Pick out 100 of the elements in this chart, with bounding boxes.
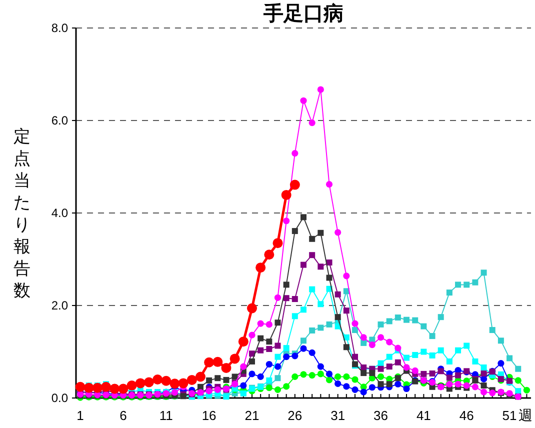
point — [352, 354, 358, 360]
point — [230, 354, 240, 364]
point — [308, 372, 316, 379]
y-tick-label: 4.0 — [51, 206, 68, 220]
point — [292, 373, 298, 380]
point — [438, 347, 444, 354]
point — [377, 373, 384, 380]
point — [84, 382, 94, 393]
chart-title: 手足口病 — [262, 2, 344, 25]
point — [300, 371, 307, 378]
point — [352, 320, 358, 327]
point — [343, 373, 350, 380]
point — [360, 370, 367, 376]
point — [258, 335, 264, 342]
point — [454, 380, 462, 388]
point — [386, 338, 393, 346]
point — [309, 236, 316, 242]
point — [446, 290, 452, 296]
point — [272, 238, 283, 248]
point — [283, 295, 290, 302]
point — [318, 230, 324, 236]
point — [455, 372, 462, 378]
point — [378, 360, 384, 366]
point — [480, 376, 488, 382]
point — [300, 262, 306, 268]
point — [472, 279, 478, 286]
point — [394, 344, 402, 352]
point — [204, 357, 214, 368]
point — [360, 340, 367, 346]
point — [498, 338, 504, 344]
point — [92, 382, 102, 393]
point — [274, 294, 282, 301]
point — [326, 376, 333, 384]
point — [240, 382, 247, 389]
point — [326, 321, 332, 328]
point — [343, 383, 350, 390]
point — [446, 358, 452, 364]
point — [248, 350, 255, 357]
point — [523, 386, 530, 394]
point — [240, 363, 247, 370]
point — [386, 318, 392, 324]
point — [377, 334, 384, 341]
point — [394, 380, 402, 388]
point — [446, 374, 452, 381]
point — [300, 345, 307, 352]
point — [274, 342, 281, 349]
point — [352, 386, 358, 393]
point — [248, 370, 256, 378]
y-tick-label: 8.0 — [51, 21, 68, 35]
point — [300, 306, 306, 313]
point — [343, 308, 350, 314]
point — [300, 97, 307, 104]
point — [206, 377, 212, 384]
point — [300, 338, 306, 344]
point — [386, 364, 392, 370]
x-axis-title: 週 — [518, 407, 533, 423]
x-tick-label: 11 — [159, 408, 173, 423]
point — [420, 348, 427, 355]
point — [429, 370, 436, 376]
y-tick-label: 0.0 — [51, 391, 68, 405]
point — [248, 358, 255, 364]
point — [378, 381, 384, 388]
point — [326, 274, 332, 281]
point — [506, 355, 513, 362]
point — [221, 362, 232, 373]
x-tick-label: 26 — [288, 408, 302, 423]
point — [464, 282, 470, 288]
point — [334, 380, 342, 387]
point — [360, 334, 367, 341]
point — [283, 345, 290, 352]
point — [334, 314, 341, 320]
x-tick-label: 16 — [202, 408, 216, 423]
point — [472, 358, 478, 364]
point — [308, 349, 316, 356]
point — [317, 363, 324, 370]
x-tick-label: 21 — [244, 408, 260, 423]
point — [264, 250, 274, 260]
x-tick-label: 36 — [374, 408, 388, 423]
point — [101, 382, 112, 392]
point — [274, 363, 282, 370]
y-axis-title: 定点当たり報告数 — [14, 127, 30, 300]
point — [489, 327, 496, 334]
point — [420, 323, 427, 330]
point — [489, 390, 496, 396]
point — [420, 370, 427, 377]
point — [386, 354, 392, 360]
point — [300, 214, 306, 220]
point — [223, 376, 230, 383]
point — [266, 338, 272, 345]
point — [257, 320, 264, 327]
point — [438, 314, 444, 320]
point — [232, 374, 238, 380]
point — [161, 376, 172, 386]
point — [266, 360, 272, 368]
point — [360, 388, 367, 396]
point — [343, 272, 350, 280]
x-tick-label: 31 — [330, 408, 346, 423]
point — [326, 370, 333, 378]
point — [246, 303, 257, 314]
point — [455, 347, 462, 354]
